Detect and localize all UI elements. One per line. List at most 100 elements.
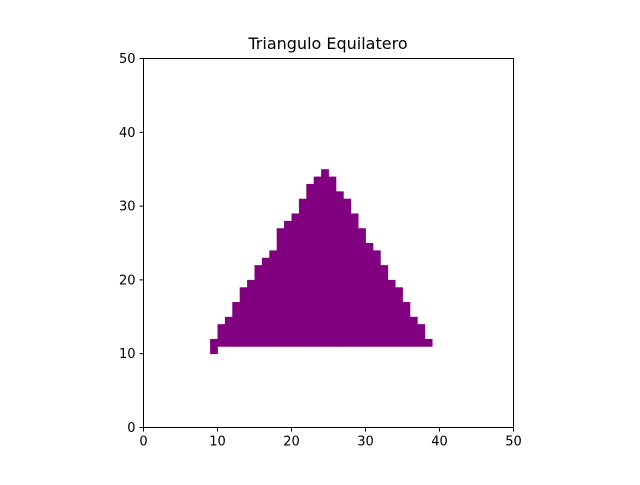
cell-14-16 [247,302,255,310]
cell-22-25 [306,235,315,244]
cell-15-18 [254,287,263,296]
cell-37-12 [417,331,426,340]
cell-30-24 [365,243,374,251]
cell-36-14 [409,316,418,325]
cell-24-13 [321,324,329,332]
cell-27-18 [343,287,352,296]
cell-20-21 [291,265,300,273]
cell-16-15 [261,309,270,318]
cell-23-17 [313,294,322,303]
cell-12-13 [232,324,241,332]
cell-23-20 [313,272,322,281]
cell-17-23 [269,250,278,259]
cell-19-16 [284,302,292,310]
cell-24-12 [321,331,329,340]
cell-30-18 [365,287,374,296]
cell-15-12 [254,331,263,340]
cell-14-11 [247,338,255,347]
cell-20-17 [291,294,300,303]
cell-27-19 [343,279,352,288]
cell-15-11 [254,338,263,347]
cell-28-16 [350,302,359,310]
cell-23-15 [313,309,322,318]
cell-13-16 [239,302,248,310]
cell-27-23 [343,250,352,259]
cell-25-23 [328,250,337,259]
cell-9-11 [210,338,218,347]
cell-32-19 [380,279,389,288]
cell-28-22 [350,257,359,266]
cell-21-11 [298,338,307,347]
cell-20-22 [291,257,300,266]
cell-23-21 [313,265,322,273]
cell-32-16 [380,302,389,310]
cell-26-23 [335,250,344,259]
cell-11-14 [224,316,233,325]
cell-10-11 [217,338,226,347]
cell-25-16 [328,302,337,310]
cell-18-17 [276,294,285,303]
cell-32-14 [380,316,389,325]
cell-30-12 [365,331,374,340]
cell-13-15 [239,309,248,318]
cell-31-14 [372,316,381,325]
cell-13-11 [239,338,248,347]
cell-26-21 [335,265,344,273]
cell-16-12 [261,331,270,340]
cell-30-19 [365,279,374,288]
cell-29-25 [358,235,366,244]
cell-18-22 [276,257,285,266]
cell-15-19 [254,279,263,288]
cell-22-21 [306,265,315,273]
cell-24-32 [321,183,329,192]
cell-23-16 [313,302,322,310]
cell-22-17 [306,294,315,303]
cell-29-20 [358,272,366,281]
cell-22-13 [306,324,315,332]
cell-25-18 [328,287,337,296]
cell-29-19 [358,279,366,288]
cell-26-20 [335,272,344,281]
cell-23-23 [313,250,322,259]
cell-25-21 [328,265,337,273]
cell-24-11 [321,338,329,347]
cell-31-19 [372,279,381,288]
cell-16-17 [261,294,270,303]
cell-25-33 [328,176,337,185]
cell-22-29 [306,206,315,214]
chart-title: Triangulo Equilatero [247,34,407,53]
cell-33-11 [387,338,396,347]
cell-19-22 [284,257,292,266]
cell-33-15 [387,309,396,318]
cell-32-15 [380,309,389,318]
cell-24-22 [321,257,329,266]
cell-27-29 [343,206,352,214]
cell-22-15 [306,309,315,318]
cell-18-15 [276,309,285,318]
cell-20-11 [291,338,300,347]
cell-24-26 [321,228,329,237]
cell-29-17 [358,294,366,303]
cell-34-14 [395,316,403,325]
cell-19-23 [284,250,292,259]
cell-30-16 [365,302,374,310]
cell-26-17 [335,294,344,303]
cell-21-14 [298,316,307,325]
cell-18-13 [276,324,285,332]
cell-23-31 [313,191,322,200]
cell-21-24 [298,243,307,251]
cell-28-18 [350,287,359,296]
cell-25-11 [328,338,337,347]
cell-11-12 [224,331,233,340]
cell-20-25 [291,235,300,244]
cell-27-12 [343,331,352,340]
y-tick-label: 20 [119,273,136,288]
cell-19-18 [284,287,292,296]
cell-30-22 [365,257,374,266]
cell-20-20 [291,272,300,281]
cell-30-20 [365,272,374,281]
cell-24-27 [321,220,329,229]
cell-10-13 [217,324,226,332]
